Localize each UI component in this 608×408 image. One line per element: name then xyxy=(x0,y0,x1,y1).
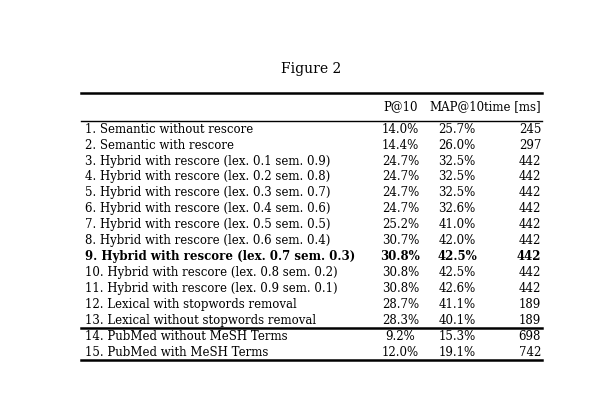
Text: 442: 442 xyxy=(519,234,541,247)
Text: 32.5%: 32.5% xyxy=(438,171,475,184)
Text: 32.5%: 32.5% xyxy=(438,186,475,200)
Text: 30.8%: 30.8% xyxy=(382,282,419,295)
Text: 189: 189 xyxy=(519,298,541,311)
Text: 24.7%: 24.7% xyxy=(382,171,419,184)
Text: Figure 2: Figure 2 xyxy=(282,62,342,75)
Text: 30.7%: 30.7% xyxy=(382,234,419,247)
Text: 442: 442 xyxy=(519,171,541,184)
Text: 297: 297 xyxy=(519,139,541,152)
Text: 442: 442 xyxy=(519,202,541,215)
Text: 12. Lexical with stopwords removal: 12. Lexical with stopwords removal xyxy=(85,298,297,311)
Text: P@10: P@10 xyxy=(383,101,418,113)
Text: 442: 442 xyxy=(519,218,541,231)
Text: 15. PubMed with MeSH Terms: 15. PubMed with MeSH Terms xyxy=(85,346,269,359)
Text: 10. Hybrid with rescore (lex. 0.8 sem. 0.2): 10. Hybrid with rescore (lex. 0.8 sem. 0… xyxy=(85,266,338,279)
Text: 442: 442 xyxy=(519,266,541,279)
Text: 442: 442 xyxy=(519,186,541,200)
Text: 24.7%: 24.7% xyxy=(382,186,419,200)
Text: 7. Hybrid with rescore (lex. 0.5 sem. 0.5): 7. Hybrid with rescore (lex. 0.5 sem. 0.… xyxy=(85,218,331,231)
Text: 25.2%: 25.2% xyxy=(382,218,419,231)
Text: 442: 442 xyxy=(519,155,541,168)
Text: 9.2%: 9.2% xyxy=(385,330,415,343)
Text: 442: 442 xyxy=(517,250,541,263)
Text: 30.8%: 30.8% xyxy=(382,266,419,279)
Text: 2. Semantic with rescore: 2. Semantic with rescore xyxy=(85,139,234,152)
Text: 189: 189 xyxy=(519,314,541,327)
Text: MAP@10: MAP@10 xyxy=(429,101,485,113)
Text: 28.7%: 28.7% xyxy=(382,298,419,311)
Text: 42.5%: 42.5% xyxy=(438,266,475,279)
Text: 19.1%: 19.1% xyxy=(438,346,475,359)
Text: 14.4%: 14.4% xyxy=(382,139,419,152)
Text: 42.6%: 42.6% xyxy=(438,282,475,295)
Text: 32.6%: 32.6% xyxy=(438,202,475,215)
Text: 742: 742 xyxy=(519,346,541,359)
Text: 15.3%: 15.3% xyxy=(438,330,475,343)
Text: 11. Hybrid with rescore (lex. 0.9 sem. 0.1): 11. Hybrid with rescore (lex. 0.9 sem. 0… xyxy=(85,282,338,295)
Text: 14. PubMed without MeSH Terms: 14. PubMed without MeSH Terms xyxy=(85,330,288,343)
Text: 14.0%: 14.0% xyxy=(382,123,419,136)
Text: 26.0%: 26.0% xyxy=(438,139,475,152)
Text: 9. Hybrid with rescore (lex. 0.7 sem. 0.3): 9. Hybrid with rescore (lex. 0.7 sem. 0.… xyxy=(85,250,356,263)
Text: 24.7%: 24.7% xyxy=(382,202,419,215)
Text: 42.0%: 42.0% xyxy=(438,234,475,247)
Text: 3. Hybrid with rescore (lex. 0.1 sem. 0.9): 3. Hybrid with rescore (lex. 0.1 sem. 0.… xyxy=(85,155,331,168)
Text: 28.3%: 28.3% xyxy=(382,314,419,327)
Text: 32.5%: 32.5% xyxy=(438,155,475,168)
Text: 40.1%: 40.1% xyxy=(438,314,475,327)
Text: 4. Hybrid with rescore (lex. 0.2 sem. 0.8): 4. Hybrid with rescore (lex. 0.2 sem. 0.… xyxy=(85,171,331,184)
Text: 698: 698 xyxy=(519,330,541,343)
Text: 442: 442 xyxy=(519,282,541,295)
Text: 245: 245 xyxy=(519,123,541,136)
Text: 12.0%: 12.0% xyxy=(382,346,419,359)
Text: time [ms]: time [ms] xyxy=(485,101,541,113)
Text: 42.5%: 42.5% xyxy=(437,250,477,263)
Text: 41.0%: 41.0% xyxy=(438,218,475,231)
Text: 13. Lexical without stopwords removal: 13. Lexical without stopwords removal xyxy=(85,314,317,327)
Text: 8. Hybrid with rescore (lex. 0.6 sem. 0.4): 8. Hybrid with rescore (lex. 0.6 sem. 0.… xyxy=(85,234,331,247)
Text: 30.8%: 30.8% xyxy=(381,250,420,263)
Text: 24.7%: 24.7% xyxy=(382,155,419,168)
Text: 25.7%: 25.7% xyxy=(438,123,475,136)
Text: 6. Hybrid with rescore (lex. 0.4 sem. 0.6): 6. Hybrid with rescore (lex. 0.4 sem. 0.… xyxy=(85,202,331,215)
Text: 5. Hybrid with rescore (lex. 0.3 sem. 0.7): 5. Hybrid with rescore (lex. 0.3 sem. 0.… xyxy=(85,186,331,200)
Text: 41.1%: 41.1% xyxy=(438,298,475,311)
Text: 1. Semantic without rescore: 1. Semantic without rescore xyxy=(85,123,254,136)
